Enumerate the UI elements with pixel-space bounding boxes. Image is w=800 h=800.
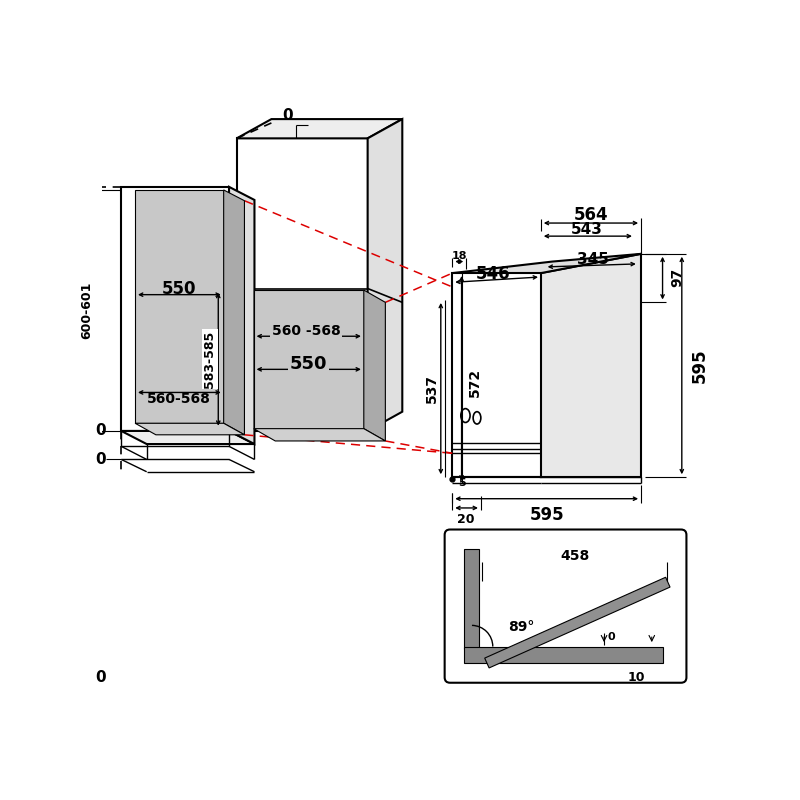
Text: 560-568: 560-568 <box>147 392 211 406</box>
Bar <box>464 549 479 649</box>
Polygon shape <box>368 119 402 431</box>
Text: 0: 0 <box>95 670 106 685</box>
Text: 0: 0 <box>95 452 106 467</box>
Polygon shape <box>541 254 641 477</box>
Polygon shape <box>135 423 245 435</box>
Text: 0: 0 <box>95 423 106 438</box>
Polygon shape <box>485 578 670 668</box>
Polygon shape <box>122 187 229 431</box>
Text: 583-585: 583-585 <box>203 330 216 388</box>
Text: 97: 97 <box>670 268 684 287</box>
Polygon shape <box>237 138 368 431</box>
Text: 572: 572 <box>468 368 482 397</box>
Text: 550: 550 <box>290 355 327 373</box>
Bar <box>464 646 662 663</box>
Text: 20: 20 <box>458 514 475 526</box>
Polygon shape <box>135 190 224 423</box>
Text: 345: 345 <box>578 252 609 266</box>
Text: 543: 543 <box>571 222 603 238</box>
Polygon shape <box>364 290 386 441</box>
Polygon shape <box>237 119 402 138</box>
Text: 550: 550 <box>162 280 196 298</box>
Text: 458: 458 <box>560 550 590 563</box>
Polygon shape <box>224 190 245 435</box>
Text: 595: 595 <box>530 506 564 524</box>
Text: 18: 18 <box>451 251 467 261</box>
Text: 546: 546 <box>476 265 510 283</box>
Text: 537: 537 <box>425 374 438 403</box>
Text: 5: 5 <box>458 478 466 488</box>
Text: 564: 564 <box>574 206 608 224</box>
Polygon shape <box>229 187 254 444</box>
Polygon shape <box>452 273 541 477</box>
Polygon shape <box>254 290 364 429</box>
Text: 560 -568: 560 -568 <box>272 324 341 338</box>
Text: 0: 0 <box>282 108 293 123</box>
Text: 595: 595 <box>691 348 709 383</box>
Polygon shape <box>122 431 254 444</box>
Polygon shape <box>452 254 641 273</box>
Text: 0: 0 <box>608 632 615 642</box>
Text: 10: 10 <box>628 671 645 684</box>
FancyBboxPatch shape <box>445 530 686 682</box>
Text: 600-601: 600-601 <box>80 282 93 338</box>
Polygon shape <box>254 429 386 441</box>
Text: 89°: 89° <box>509 620 535 634</box>
